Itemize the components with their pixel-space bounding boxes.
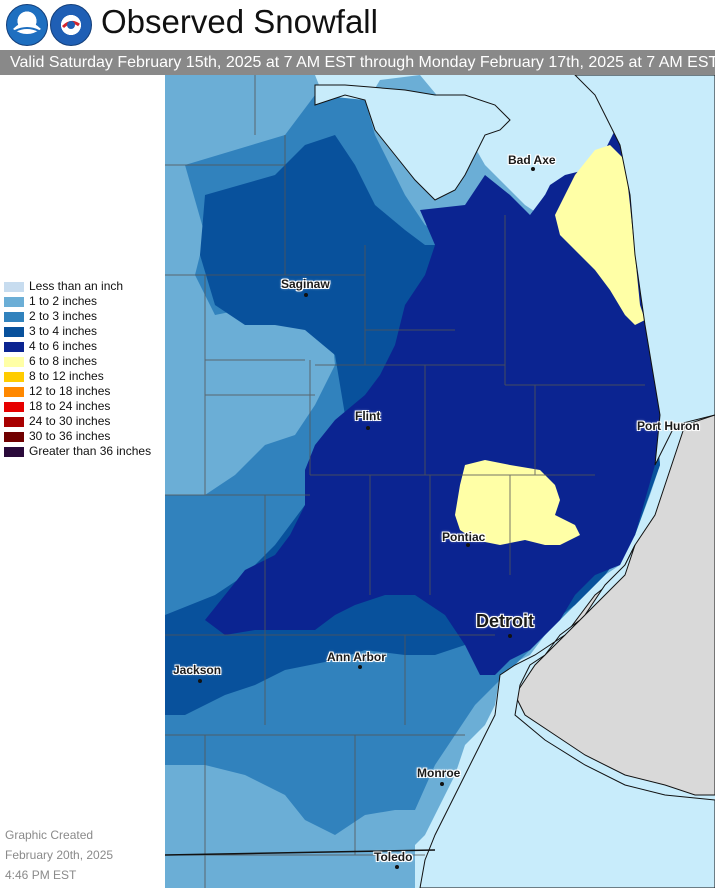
band-6-8-pontiac (455, 460, 580, 545)
city-dot (531, 167, 535, 171)
legend-swatch (4, 417, 24, 427)
city-dot (508, 634, 512, 638)
city-label: Jackson (173, 663, 222, 677)
legend-label: Less than an inch (29, 279, 124, 293)
legend-label: 24 to 30 inches (29, 414, 111, 428)
city-label: Flint (355, 409, 381, 423)
city-label: Pontiac (442, 530, 486, 544)
saginaw-bay (314, 84, 511, 201)
city-dot (358, 665, 362, 669)
noaa-logo-graphic (13, 22, 41, 34)
created-date: February 20th, 2025 (5, 848, 114, 862)
graphic-created-note: Graphic Created February 20th, 2025 4:46… (5, 825, 113, 885)
city-dot (198, 679, 202, 683)
city-label: Toledo (374, 850, 413, 864)
city-label: Saginaw (281, 277, 330, 291)
city-label: Bad Axe (508, 153, 556, 167)
legend-swatch (4, 312, 24, 322)
legend-swatch (4, 402, 24, 412)
legend-label: 1 to 2 inches (29, 294, 98, 308)
lake-erie (419, 544, 715, 888)
legend-swatch (4, 327, 24, 337)
legend-swatch (4, 372, 24, 382)
lake-huron (574, 75, 715, 466)
ontario-land (514, 414, 715, 796)
noaa-logo (6, 4, 48, 46)
created-time: 4:46 PM EST (5, 868, 77, 882)
legend-swatch (4, 447, 24, 457)
map-graphic (165, 75, 715, 888)
header: Observed Snowfall (0, 0, 715, 50)
city-label: Ann Arbor (327, 650, 386, 664)
city-dot (440, 782, 444, 786)
state-border-ohio (165, 849, 436, 856)
legend-label: 30 to 36 inches (29, 429, 111, 443)
legend-swatch (4, 432, 24, 442)
legend-label: Greater than 36 inches (29, 444, 152, 458)
legend-label: 8 to 12 inches (29, 369, 104, 383)
nws-logo (50, 4, 92, 46)
city-dot (366, 426, 370, 430)
legend-label: 18 to 24 inches (29, 399, 111, 413)
legend-swatch (4, 357, 24, 367)
legend-swatch (4, 342, 24, 352)
legend-label: 2 to 3 inches (29, 309, 98, 323)
snowfall-map: Bad Axe Saginaw Flint Port Huron Pontiac Detr… (165, 75, 715, 888)
legend-label: 6 to 8 inches (29, 354, 98, 368)
created-label: Graphic Created (5, 828, 94, 842)
legend-label: 4 to 6 inches (29, 339, 98, 353)
city-dot (654, 425, 658, 429)
band-6-8-thumb (555, 145, 645, 325)
legend-swatch (4, 282, 24, 292)
city-label: Monroe (417, 766, 461, 780)
city-dot (304, 293, 308, 297)
valid-period-bar: Valid Saturday February 15th, 2025 at 7 … (0, 50, 715, 75)
legend-label: 3 to 4 inches (29, 324, 98, 338)
page-title: Observed Snowfall (101, 3, 378, 40)
legend-label: 12 to 18 inches (29, 384, 111, 398)
county-lines (165, 75, 645, 888)
legend-swatch (4, 297, 24, 307)
city-label: Port Huron (637, 419, 700, 433)
city-dot (466, 543, 470, 547)
nws-logo-graphic (61, 16, 80, 34)
legend-swatch (4, 387, 24, 397)
left-panel: Less than an inch 1 to 2 inches 2 to 3 inc… (0, 75, 165, 888)
city-label: Detroit (476, 611, 534, 631)
city-dot (395, 865, 399, 869)
